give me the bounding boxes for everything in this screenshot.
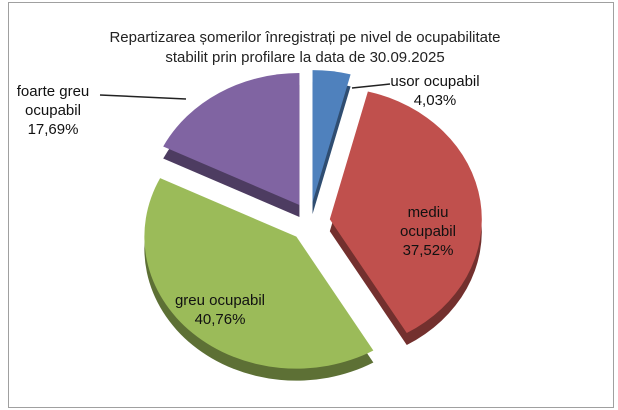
slice xyxy=(329,91,482,334)
chart-title: Repartizarea șomerilor înregistrați pe n… xyxy=(109,29,500,46)
data-label: usor ocupabil 4,03% xyxy=(385,72,485,110)
value-label: 37,52% xyxy=(402,242,454,259)
value-label: 4,03% xyxy=(413,92,457,109)
leader-line xyxy=(351,83,391,89)
value-label: 40,76% xyxy=(194,311,246,328)
category-label: foarte greu ocupabil xyxy=(16,83,90,119)
category-label: greu ocupabil xyxy=(174,292,266,309)
category-label: mediu ocupabil xyxy=(400,204,456,240)
chart-frame xyxy=(8,2,614,408)
data-label: mediu ocupabil 37,52% xyxy=(378,203,478,260)
data-label: foarte greu ocupabil 17,69% xyxy=(8,82,98,139)
slice xyxy=(163,73,300,206)
data-label: greu ocupabil 40,76% xyxy=(160,291,280,329)
category-label: usor ocupabil xyxy=(390,73,480,90)
chart-title: stabilit prin profilare la data de 30.09… xyxy=(165,49,444,66)
slice xyxy=(312,70,351,203)
slice xyxy=(144,178,374,369)
leader-line xyxy=(99,94,187,100)
value-label: 17,69% xyxy=(27,121,79,138)
